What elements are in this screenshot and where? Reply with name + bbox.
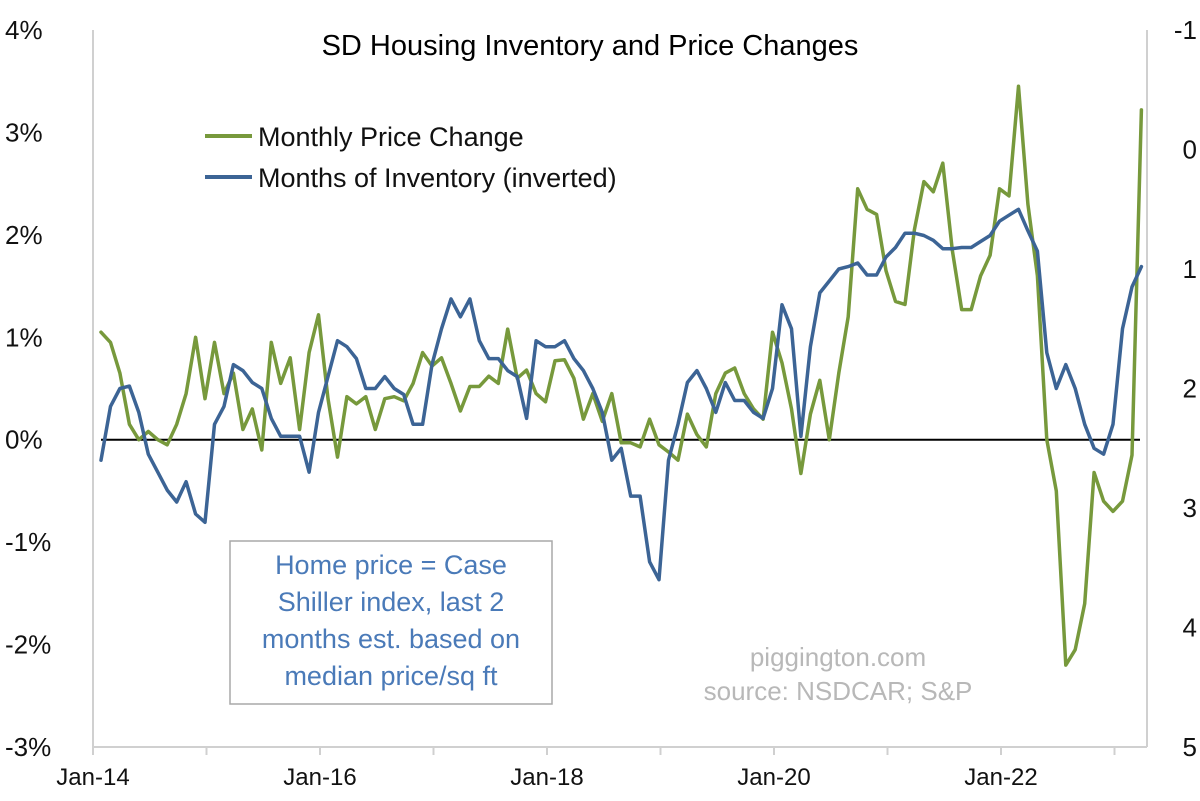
left-tick-label: -2% [5,630,51,660]
legend-label-inventory: Months of Inventory (inverted) [258,163,617,193]
note-line-1: Home price = Case [275,550,507,580]
chart-title: SD Housing Inventory and Price Changes [322,30,859,62]
right-tick-label: 3 [1183,493,1197,523]
note-line-2: Shiller index, last 2 [278,587,505,617]
series-line-price-change [99,84,1144,667]
left-tick-label: 4% [5,15,43,45]
x-tick-label: Jan-16 [283,764,356,791]
left-tick-label: 2% [5,220,43,250]
note-box-border [229,540,553,705]
right-tick-label: 2 [1183,374,1197,404]
legend: Monthly Price Change Months of Inventory… [205,122,617,193]
x-tick-label: Jan-22 [964,764,1037,791]
left-tick-label: 3% [5,117,43,147]
right-axis-ticks: -1 0 1 2 3 4 5 [1174,15,1197,762]
note-line-4: median price/sq ft [284,661,498,691]
x-axis-ticks: Jan-14 Jan-16 Jan-18 Jan-20 Jan-22 [56,747,1116,791]
note-line-3: months est. based on [262,624,520,654]
right-tick-label: -1 [1174,15,1197,45]
right-tick-label: 5 [1183,732,1197,762]
right-tick-label: 1 [1183,254,1197,284]
x-tick-label: Jan-20 [737,764,810,791]
left-tick-label: 1% [5,322,43,352]
note-box: Home price = Case Shiller index, last 2 … [229,540,553,705]
right-tick-label: 0 [1183,135,1197,165]
legend-label-price: Monthly Price Change [258,122,524,152]
right-tick-label: 4 [1183,613,1197,643]
series-line-inventory [99,207,1144,582]
credit-site: piggington.com [750,642,926,672]
x-tick-label: Jan-18 [510,764,583,791]
credit-source: source: NSDCAR; S&P [704,676,973,706]
x-tick-label: Jan-14 [56,764,129,791]
left-axis-ticks: -3% -2% -1% 0% 1% 2% 3% 4% [5,15,51,762]
left-tick-label: -3% [5,732,51,762]
series-layer [99,84,1144,667]
left-tick-label: 0% [5,425,43,455]
left-tick-label: -1% [5,527,51,557]
